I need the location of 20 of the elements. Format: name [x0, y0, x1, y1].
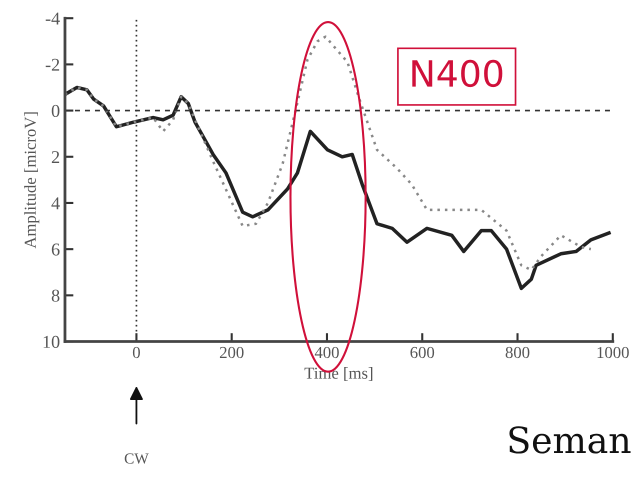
y-axis-title: Amplitude [microV]: [24, 112, 40, 248]
y-tick-label: 10: [44, 336, 60, 348]
x-tick-label: 400: [314, 346, 339, 358]
y-tick-label: 4: [51, 197, 60, 210]
x-tick-label: 200: [220, 346, 244, 358]
text: Seman: [509, 426, 631, 454]
annotation: N400: [412, 60, 502, 88]
text: CW: [124, 453, 149, 464]
y-tick-label: 8: [52, 290, 60, 302]
line-series: [64, 86, 611, 290]
x-tick-label: 1000: [598, 346, 629, 358]
line-series: [64, 35, 592, 272]
y-tick-label: -4: [46, 12, 60, 24]
x-tick-label: 800: [506, 346, 530, 358]
y-tick-label: 2: [52, 151, 60, 164]
y-tick-label: 6: [52, 243, 60, 256]
x-tick-label: 0: [132, 346, 140, 358]
x-tick-label: 600: [410, 346, 434, 358]
y-tick-label: 0: [52, 104, 60, 118]
y-tick-label: -2: [46, 58, 60, 71]
